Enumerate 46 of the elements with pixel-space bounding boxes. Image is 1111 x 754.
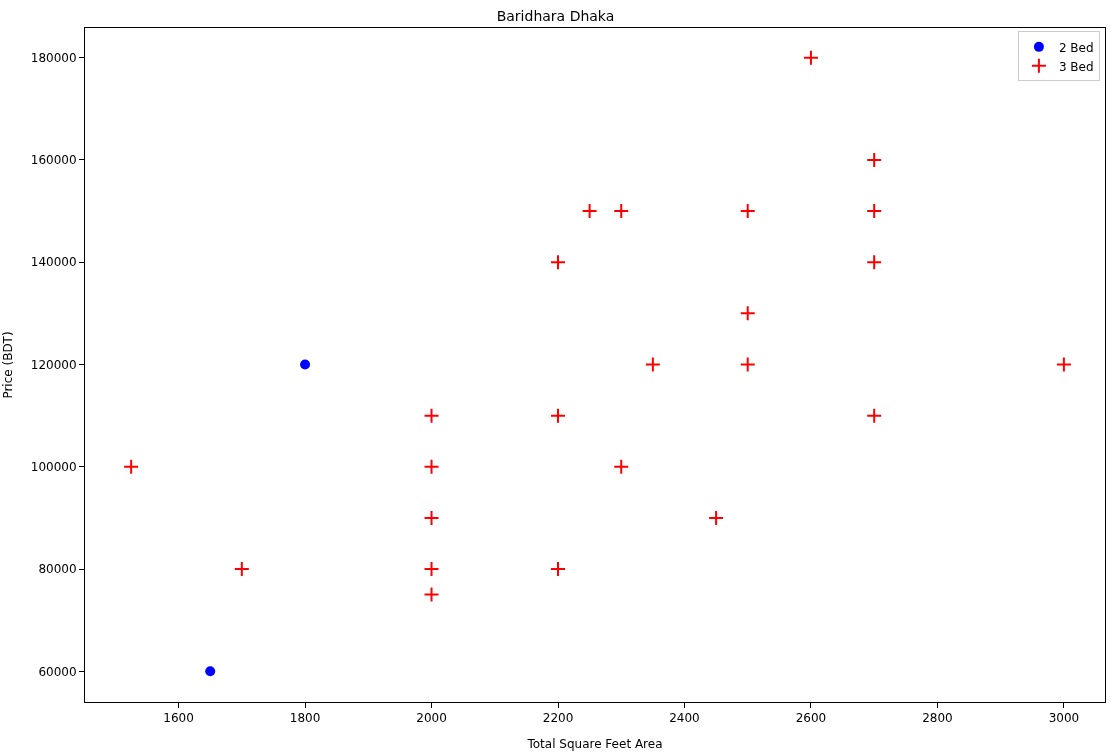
x-tick-label: 2400 xyxy=(669,711,700,726)
point xyxy=(644,356,661,373)
point xyxy=(300,359,311,370)
y-tick-label: 100000 xyxy=(30,459,77,474)
point xyxy=(866,203,883,220)
y-tick-label: 60000 xyxy=(38,664,77,679)
point xyxy=(739,305,756,322)
y-tick-label: 120000 xyxy=(30,357,77,372)
point xyxy=(613,203,630,220)
y-tick-label: 80000 xyxy=(38,562,77,577)
point xyxy=(423,586,440,603)
x-axis-title: Total Square Feet Area xyxy=(526,737,663,752)
point xyxy=(423,561,440,578)
x-tick-label: 2000 xyxy=(416,711,447,726)
point xyxy=(739,356,756,373)
point xyxy=(550,254,567,271)
point xyxy=(423,509,440,526)
legend-label: 2 Bed xyxy=(1058,40,1094,55)
x-tick-label: 1600 xyxy=(163,711,194,726)
x-tick-label: 1800 xyxy=(289,711,321,726)
point xyxy=(550,561,567,578)
x-tick-label: 2800 xyxy=(922,711,953,726)
point xyxy=(581,203,598,220)
point xyxy=(423,458,440,475)
chart-title: Baridhara Dhaka xyxy=(496,8,615,25)
y-tick-label: 180000 xyxy=(30,50,77,65)
point xyxy=(1055,356,1072,373)
point xyxy=(550,407,567,424)
legend-label: 3 Bed xyxy=(1058,59,1094,74)
y-tick-label: 160000 xyxy=(30,153,77,168)
point xyxy=(123,458,140,475)
point xyxy=(866,407,883,424)
point xyxy=(613,458,630,475)
y-tick-label: 140000 xyxy=(30,255,77,270)
point xyxy=(802,49,819,66)
point xyxy=(866,151,883,168)
point xyxy=(739,203,756,220)
point xyxy=(866,254,883,271)
x-tick-label: 2200 xyxy=(542,711,574,726)
x-tick-label: 3000 xyxy=(1048,711,1080,726)
point xyxy=(708,509,725,526)
point xyxy=(205,666,216,677)
point xyxy=(423,407,440,424)
point xyxy=(233,561,250,578)
x-tick-label: 2600 xyxy=(795,711,827,726)
y-axis-title: Price (BDT) xyxy=(1,331,16,399)
